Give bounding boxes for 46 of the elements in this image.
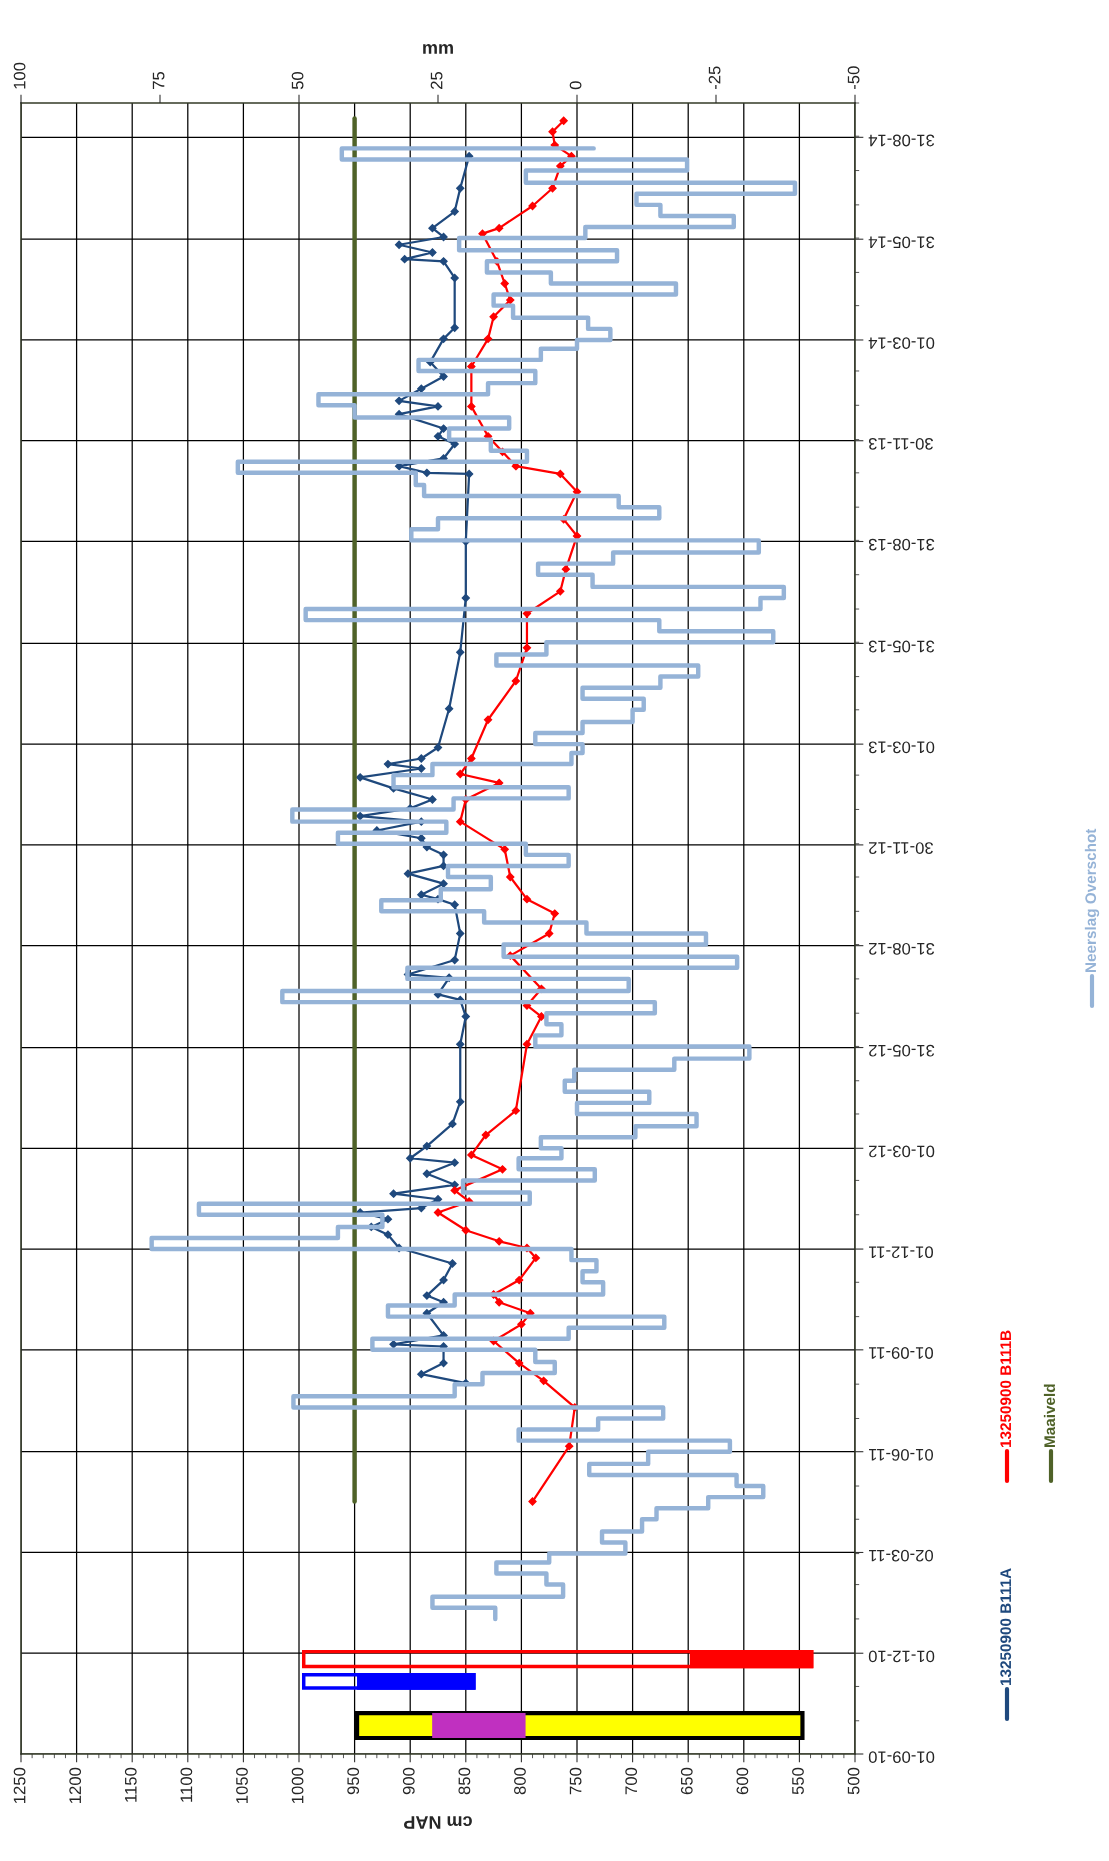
x-tick-label: 750 xyxy=(569,1767,582,1795)
x2-tick-label: -50 xyxy=(847,66,860,90)
x-tick-label: 1150 xyxy=(124,1767,137,1802)
text: Maaiveld xyxy=(1043,1384,1056,1447)
x-tick-label: 550 xyxy=(792,1767,804,1795)
y-tick-label: 02-03-11 xyxy=(869,1549,934,1562)
y-tick-label: 01-12-10 xyxy=(868,1650,935,1663)
x-tick-label: 1050 xyxy=(236,1767,248,1803)
x2-axis-title: mm xyxy=(423,43,453,54)
y-tick-label: 01-09-11 xyxy=(869,1347,934,1359)
x2-tick-label: 100 xyxy=(13,62,26,89)
x2-tick-label: 75 xyxy=(152,71,165,89)
text: Neerslag Overschot xyxy=(1084,828,1100,972)
y-tick-label: 01-03-13 xyxy=(868,741,935,754)
y-tick-label: 31-05-14 xyxy=(868,236,935,249)
text: 13250900 B111B xyxy=(1000,1330,1012,1448)
y-tick-label: 30-11-12 xyxy=(869,842,934,854)
y-tick-label: 31-08-13 xyxy=(868,538,935,551)
y-tick-label: 30-11-13 xyxy=(868,437,934,450)
x-tick-label: 1200 xyxy=(69,1767,82,1803)
x2-tick-label: -25 xyxy=(708,66,721,90)
y-tick-label: 31-08-12 xyxy=(869,942,935,955)
x-tick-label: 900 xyxy=(402,1767,415,1795)
x-tick-label: 500 xyxy=(847,1767,860,1795)
x2-tick-label: 25 xyxy=(430,71,443,89)
x-axis-title: cm NAP xyxy=(404,1816,472,1829)
x-tick-label: 1100 xyxy=(180,1767,193,1802)
y-tick-label: 31-08-14 xyxy=(868,134,935,147)
x2-tick-label: 50 xyxy=(291,71,304,90)
y-tick-label: 01-06-11 xyxy=(869,1448,934,1461)
y-tick-label: 01-09-10 xyxy=(868,1751,935,1764)
y-tick-label: 31-05-12 xyxy=(869,1044,935,1057)
x-tick-label: 800 xyxy=(514,1767,526,1795)
y-tick-label: 01-03-12 xyxy=(869,1145,935,1158)
x-tick-label: 700 xyxy=(625,1767,638,1795)
y-tick-label: 01-03-14 xyxy=(868,337,935,350)
x-tick-label: 850 xyxy=(458,1767,471,1795)
x-tick-label: 950 xyxy=(347,1767,360,1795)
x-tick-label: 1250 xyxy=(13,1767,26,1803)
y-tick-label: 31-05-13 xyxy=(868,640,935,653)
x-tick-label: 1000 xyxy=(291,1767,304,1803)
text: 13250900 B111A xyxy=(1000,1568,1012,1686)
x2-tick-label: 0 xyxy=(569,81,582,90)
x-tick-label: 650 xyxy=(680,1767,693,1795)
y-tick-label: 01-12-11 xyxy=(869,1246,934,1259)
x-tick-label: 600 xyxy=(736,1767,749,1795)
